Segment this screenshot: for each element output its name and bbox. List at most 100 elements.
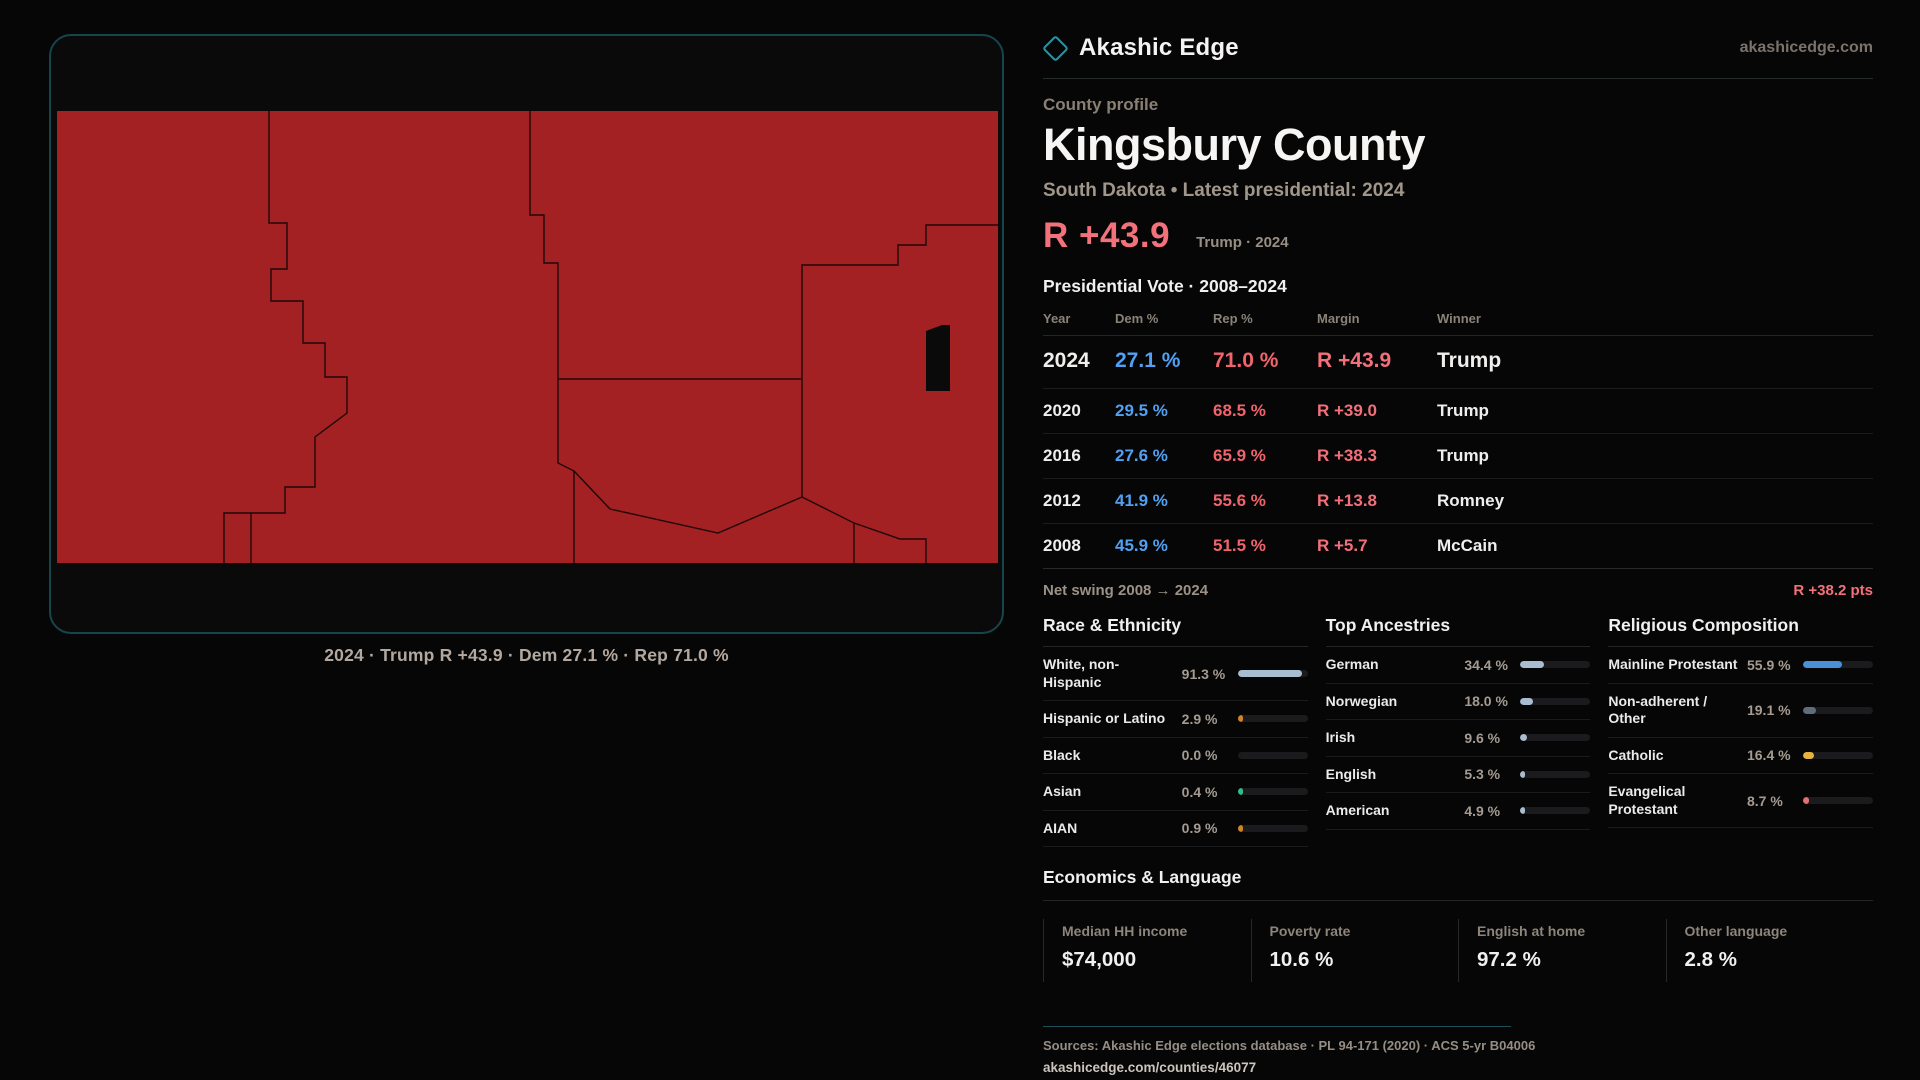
- cell-rep: 55.6 %: [1213, 491, 1266, 510]
- cell-margin: R +38.3: [1317, 446, 1378, 465]
- brand-name: Akashic Edge: [1079, 34, 1239, 61]
- cell-winner: Romney: [1437, 491, 1505, 510]
- cell-year: 2024: [1043, 349, 1090, 372]
- race-ethnicity-column: Race & Ethnicity White, non-Hispanic 91.…: [1043, 615, 1308, 847]
- map-caption: 2024 · Trump R +43.9 · Dem 27.1 % · Rep …: [324, 645, 729, 665]
- stat-value: 0.0 %: [1181, 747, 1218, 764]
- list-item: Non-adherent / Other 19.1 %: [1608, 684, 1873, 738]
- stat-label: Asian: [1043, 783, 1082, 799]
- economics-cards: Median HH income $74,000 Poverty rate 10…: [1043, 919, 1873, 982]
- table-row: 2012 41.9 % 55.6 % R +13.8 Romney: [1043, 479, 1873, 524]
- net-swing-label: Net swing 2008 → 2024: [1043, 582, 1209, 599]
- cell-margin: R +13.8: [1317, 491, 1378, 510]
- stat-bar: [1237, 751, 1308, 759]
- stat-bar: [1237, 670, 1308, 677]
- table-row: 2008 45.9 % 51.5 % R +5.7 McCain: [1043, 524, 1873, 569]
- col-margin: Margin: [1317, 311, 1360, 326]
- stat-bar: [1237, 715, 1308, 723]
- stat-card: English at home 97.2 %: [1458, 919, 1666, 982]
- religion-title: Religious Composition: [1608, 615, 1873, 647]
- vote-table-title: Presidential Vote · 2008–2024: [1043, 276, 1287, 296]
- cell-year: 2012: [1043, 491, 1081, 510]
- list-item: AIAN 0.9 %: [1043, 811, 1308, 847]
- cell-winner: McCain: [1437, 536, 1498, 555]
- stat-label: Norwegian: [1325, 692, 1398, 709]
- stat-value: 4.9 %: [1464, 802, 1501, 819]
- stat-label: Non-adherent / Other: [1608, 692, 1708, 727]
- stat-label: Other language: [1684, 923, 1788, 939]
- diamond-logo-icon: [1042, 34, 1069, 62]
- ancestries-title: Top Ancestries: [1325, 615, 1591, 647]
- cell-dem: 27.1 %: [1115, 349, 1181, 372]
- page-title: Kingsbury County: [1043, 119, 1426, 170]
- headline-margin-value: R +43.9: [1043, 216, 1171, 255]
- cell-margin: R +5.7: [1317, 536, 1368, 555]
- economics-title: Economics & Language: [1043, 867, 1873, 901]
- stat-bar: [1520, 807, 1591, 815]
- precinct-boundaries: [223, 111, 998, 563]
- stat-card: Other language 2.8 %: [1665, 919, 1874, 982]
- stat-label: AIAN: [1043, 819, 1078, 836]
- stat-bar: [1237, 788, 1308, 796]
- stat-label: Mainline Protestant: [1608, 656, 1738, 672]
- stat-bar: [1802, 661, 1873, 669]
- race-title: Race & Ethnicity: [1043, 615, 1308, 647]
- county-map-card: [49, 34, 1004, 634]
- stat-value: 2.9 %: [1181, 710, 1218, 727]
- stat-value: 0.4 %: [1181, 783, 1218, 800]
- stat-bar: [1520, 697, 1591, 705]
- list-item: Irish 9.6 %: [1325, 720, 1591, 757]
- stat-bar: [1520, 770, 1591, 778]
- stat-value: 9.6 %: [1464, 729, 1501, 746]
- brand-header: Akashic Edge akashicedge.com: [1042, 28, 1873, 79]
- stat-bar: [1802, 706, 1873, 714]
- cell-dem: 41.9 %: [1115, 491, 1168, 510]
- table-row: 2020 29.5 % 68.5 % R +39.0 Trump: [1043, 389, 1873, 434]
- brand-site-link[interactable]: akashicedge.com: [1739, 39, 1873, 56]
- list-item: Asian 0.4 %: [1043, 774, 1308, 811]
- cell-rep: 68.5 %: [1213, 401, 1266, 420]
- stat-card: Median HH income $74,000: [1043, 919, 1251, 982]
- lake-notch: [926, 325, 950, 391]
- stat-value: 97.2 %: [1477, 948, 1541, 971]
- stat-label: White, non-Hispanic: [1043, 656, 1120, 690]
- stat-label: English at home: [1477, 923, 1586, 939]
- stat-card: Poverty rate 10.6 %: [1250, 919, 1459, 982]
- stat-bar: [1802, 797, 1873, 804]
- county-map-canvas: [57, 111, 998, 563]
- stat-label: Black: [1043, 746, 1081, 763]
- list-item: Hispanic or Latino 2.9 %: [1043, 701, 1308, 738]
- cell-margin: R +43.9: [1317, 349, 1392, 372]
- stat-value: 5.3 %: [1464, 766, 1501, 783]
- vote-table-header: Year Dem % Rep % Margin Winner: [1043, 311, 1873, 336]
- stat-bar: [1802, 751, 1873, 759]
- stat-label: Median HH income: [1062, 923, 1188, 939]
- cell-dem: 45.9 %: [1115, 536, 1168, 555]
- stat-label: Catholic: [1608, 746, 1664, 763]
- stat-label: Evangelical Protestant: [1608, 783, 1686, 817]
- page-footer: Sources: Akashic Edge elections database…: [1043, 1026, 1873, 1077]
- list-item: Catholic 16.4 %: [1608, 738, 1873, 774]
- footer-divider: [1043, 1026, 1511, 1027]
- stat-value: 0.9 %: [1181, 820, 1218, 837]
- county-url-link[interactable]: akashicedge.com/counties/46077: [1043, 1060, 1257, 1075]
- net-swing-row: Net swing 2008 → 2024 R +38.2 pts: [1043, 569, 1873, 607]
- stat-label: English: [1325, 765, 1377, 782]
- sources-text: Sources: Akashic Edge elections database…: [1043, 1038, 1536, 1053]
- cell-year: 2020: [1043, 401, 1081, 420]
- stat-value: 34.4 %: [1464, 656, 1508, 673]
- cell-year: 2016: [1043, 446, 1081, 465]
- stat-value: 8.7 %: [1746, 792, 1783, 809]
- list-item: Black 0.0 %: [1043, 738, 1308, 774]
- stat-value: 16.4 %: [1746, 747, 1791, 764]
- stat-label: German: [1325, 656, 1379, 672]
- stat-value: 18.0 %: [1464, 693, 1508, 710]
- demographics-section: Race & Ethnicity White, non-Hispanic 91.…: [1043, 615, 1873, 847]
- page-subtitle: South Dakota • Latest presidential: 2024: [1043, 180, 1405, 201]
- stat-bar: [1520, 661, 1591, 669]
- profile-panel: Akashic Edge akashicedge.com County prof…: [1042, 28, 1873, 1077]
- cell-winner: Trump: [1437, 446, 1489, 465]
- headline-margin-context: Trump · 2024: [1196, 234, 1289, 251]
- list-item: Evangelical Protestant 8.7 %: [1608, 774, 1873, 828]
